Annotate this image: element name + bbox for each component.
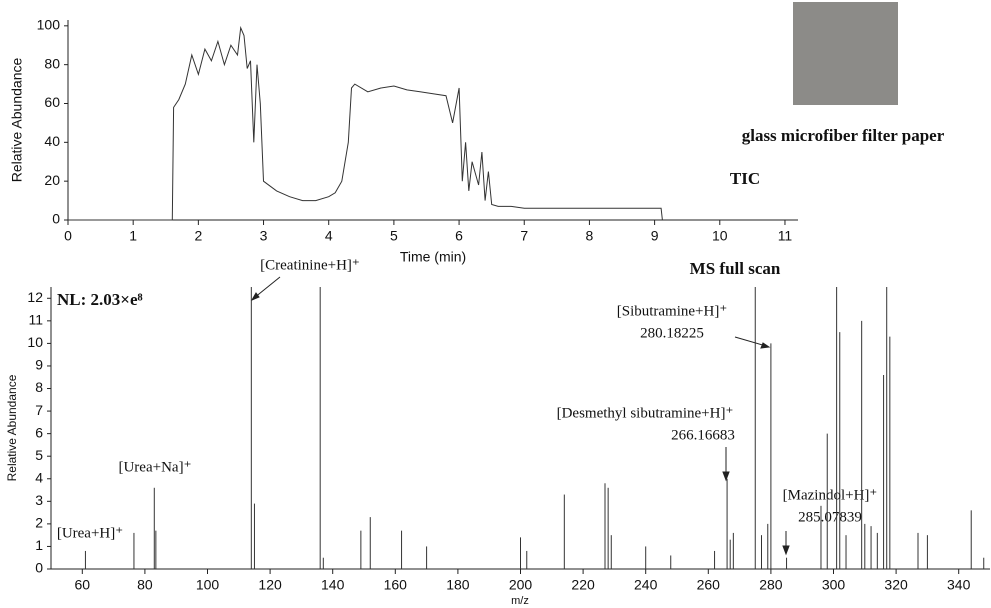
x-tick-label: 9 (651, 228, 659, 244)
x-tick-label: 0 (64, 228, 72, 244)
y-tick-label: 10 (27, 334, 43, 350)
y-tick-label: 2 (35, 515, 43, 531)
y-tick-label: 8 (35, 379, 43, 395)
arrow-head (782, 545, 790, 556)
x-tick-label: 300 (822, 577, 846, 593)
y-tick-label: 6 (35, 424, 43, 440)
x-tick-label: 5 (390, 228, 398, 244)
annotation: NL: 2.03×e⁸ (57, 290, 143, 309)
annotation: [Desmethyl sibutramine+H]⁺ (557, 405, 734, 421)
x-tick-label: 340 (947, 577, 971, 593)
y-axis-label: Relative Abundance (9, 58, 25, 183)
x-tick-label: 10 (712, 228, 728, 244)
y-tick-label: 40 (44, 133, 60, 149)
x-tick-label: 80 (137, 577, 153, 593)
y-tick-label: 5 (35, 447, 43, 463)
arrow-head (722, 471, 730, 482)
y-tick-label: 100 (37, 17, 61, 33)
x-tick-label: 180 (446, 577, 470, 593)
x-tick-label: 3 (260, 228, 268, 244)
x-tick-label: 140 (321, 577, 345, 593)
arrow-head (250, 292, 260, 302)
y-axis-label: Relative Abundance (5, 374, 19, 481)
x-tick-label: 260 (697, 577, 721, 593)
y-tick-label: 1 (35, 537, 43, 553)
annotation: MS full scan (690, 259, 781, 278)
y-tick-label: 0 (35, 560, 43, 576)
x-tick-label: 11 (778, 228, 793, 244)
x-tick-label: 160 (384, 577, 408, 593)
x-tick-label: 120 (258, 577, 282, 593)
y-tick-label: 3 (35, 492, 43, 508)
x-tick-label: 2 (194, 228, 202, 244)
annotation: 285.07839 (798, 509, 862, 525)
y-tick-label: 9 (35, 357, 43, 373)
annotation: [Mazindol+H]⁺ (783, 487, 878, 503)
arrow (253, 276, 281, 299)
y-tick-label: 4 (35, 469, 43, 485)
x-tick-label: 7 (520, 228, 528, 244)
x-tick-label: 8 (586, 228, 594, 244)
y-tick-label: 12 (27, 289, 43, 305)
x-tick-label: 320 (884, 577, 908, 593)
x-axis-label: Time (min) (400, 249, 466, 265)
filter-paper-photo (793, 2, 898, 105)
x-axis-label: m/z (511, 595, 529, 607)
annotation: [Urea+H]⁺ (57, 525, 123, 541)
annotation: [Creatinine+H]⁺ (260, 257, 360, 273)
x-tick-label: 100 (196, 577, 220, 593)
y-tick-label: 60 (44, 94, 60, 110)
x-tick-label: 240 (634, 577, 658, 593)
y-tick-label: 7 (35, 402, 43, 418)
tic-line (68, 25, 663, 221)
y-tick-label: 11 (28, 312, 43, 328)
x-tick-label: 1 (129, 228, 137, 244)
arrow-head (760, 342, 771, 349)
annotation: TIC (730, 169, 760, 188)
annotation: [Sibutramine+H]⁺ (617, 303, 728, 319)
arrows (250, 276, 790, 556)
annotation: [Urea+Na]⁺ (118, 459, 191, 475)
annotation: 266.16683 (671, 427, 735, 443)
x-tick-label: 4 (325, 228, 333, 244)
x-tick-label: 280 (759, 577, 783, 593)
annotation: glass microfiber filter paper (742, 126, 945, 145)
x-tick-label: 220 (571, 577, 595, 593)
arrow (734, 336, 767, 347)
x-tick-label: 6 (455, 228, 463, 244)
y-tick-label: 20 (44, 172, 60, 188)
y-tick-label: 0 (52, 211, 60, 227)
y-tick-label: 80 (44, 55, 60, 71)
annotation: 280.18225 (640, 325, 704, 341)
x-tick-label: 60 (75, 577, 91, 593)
x-tick-label: 200 (509, 577, 533, 593)
